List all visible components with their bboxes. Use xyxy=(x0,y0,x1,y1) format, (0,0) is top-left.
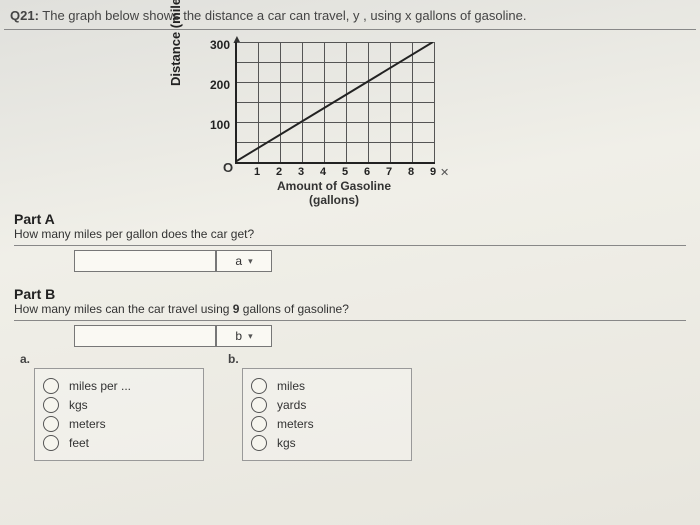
part-a-title: Part A xyxy=(14,211,686,227)
dropdown-value: a xyxy=(235,254,242,268)
radio-option[interactable]: miles xyxy=(251,378,391,394)
chevron-down-icon: ▾ xyxy=(248,331,253,342)
radio-icon xyxy=(43,397,59,413)
radio-option[interactable]: miles per ... xyxy=(43,378,183,394)
radio-option[interactable]: yards xyxy=(251,397,391,413)
divider xyxy=(14,245,686,246)
question-header: Q21: The graph below shows the distance … xyxy=(0,0,700,27)
option-box-b: miles yards meters kgs xyxy=(242,368,412,461)
radio-option[interactable]: meters xyxy=(43,416,183,432)
options-row: a. miles per ... kgs meters feet b. mile… xyxy=(34,353,686,461)
x-tick: 7 xyxy=(384,166,394,178)
part-b-question: How many miles can the car travel using … xyxy=(14,302,686,316)
divider xyxy=(4,29,696,30)
chevron-down-icon: ▾ xyxy=(248,256,253,267)
x-tick: 4 xyxy=(318,166,328,178)
option-b-label: b. xyxy=(228,352,239,366)
x-tick: 8 xyxy=(406,166,416,178)
radio-icon xyxy=(251,416,267,432)
x-tick: 3 xyxy=(296,166,306,178)
radio-icon xyxy=(251,397,267,413)
radio-icon xyxy=(43,435,59,451)
part-b: Part B How many miles can the car travel… xyxy=(0,280,700,463)
y-tick: 200 xyxy=(204,78,230,92)
chart-grid xyxy=(235,42,435,164)
radio-icon xyxy=(43,378,59,394)
question-prompt: The graph below shows the distance a car… xyxy=(42,8,526,23)
x-tick: 5 xyxy=(340,166,350,178)
radio-option[interactable]: kgs xyxy=(251,435,391,451)
divider xyxy=(14,320,686,321)
radio-icon xyxy=(251,435,267,451)
option-box-a: miles per ... kgs meters feet xyxy=(34,368,204,461)
radio-icon xyxy=(251,378,267,394)
part-b-input[interactable] xyxy=(74,325,216,347)
x-end-mark-icon: ✕ xyxy=(440,166,449,179)
origin-label: O xyxy=(223,160,233,175)
question-id: Q21: xyxy=(10,8,39,23)
x-tick: 2 xyxy=(274,166,284,178)
x-axis-label-line1: Amount of Gasoline xyxy=(277,179,391,193)
dropdown-value: b xyxy=(235,329,242,343)
radio-option[interactable]: meters xyxy=(251,416,391,432)
part-a-question: How many miles per gallon does the car g… xyxy=(14,227,686,241)
y-tick: 100 xyxy=(204,118,230,132)
y-tick: 300 xyxy=(204,38,230,52)
radio-option[interactable]: kgs xyxy=(43,397,183,413)
part-b-unit-dropdown[interactable]: b ▾ xyxy=(216,325,272,347)
chart: Distance (miles) ▲ O 100 200 300 1 2 3 4… xyxy=(180,36,460,201)
x-tick: 1 xyxy=(252,166,262,178)
x-tick: 9 xyxy=(428,166,438,178)
x-tick: 6 xyxy=(362,166,372,178)
x-axis-label: Amount of Gasoline (gallons) xyxy=(235,180,433,208)
x-axis-label-line2: (gallons) xyxy=(309,193,359,207)
part-a-input[interactable] xyxy=(74,250,216,272)
radio-icon xyxy=(43,416,59,432)
radio-option[interactable]: feet xyxy=(43,435,183,451)
part-a: Part A How many miles per gallon does th… xyxy=(0,205,700,280)
option-a-label: a. xyxy=(20,352,30,366)
part-a-unit-dropdown[interactable]: a ▾ xyxy=(216,250,272,272)
y-axis-label: Distance (miles) xyxy=(168,0,183,86)
part-b-title: Part B xyxy=(14,286,686,302)
